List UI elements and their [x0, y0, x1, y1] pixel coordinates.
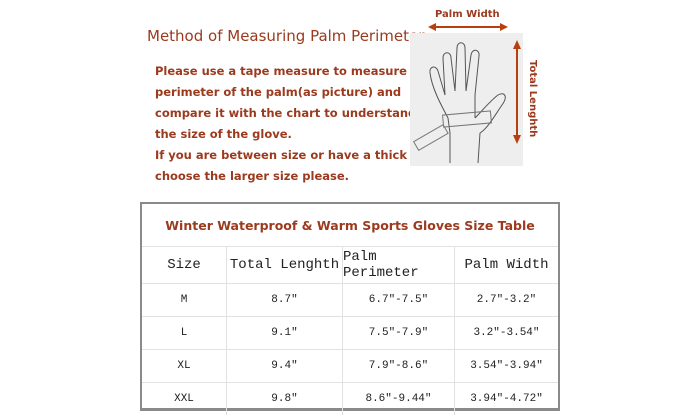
header-cell: Size: [167, 257, 201, 273]
hand-icon: [412, 42, 506, 164]
instruction-line: If you are between size or have a thick …: [155, 148, 448, 162]
table-cell: 9.8″: [226, 383, 342, 415]
instruction-line: choose the larger size please.: [155, 169, 350, 183]
size-table: Winter Waterproof & Warm Sports Gloves S…: [140, 202, 560, 415]
table-row: L 9.1″ 7.5″-7.9″ 3.2″-3.54″: [142, 316, 558, 349]
instruction-line: perimeter of the palm(as picture) and: [155, 85, 402, 99]
header-cell: Total Lenghth: [226, 247, 342, 283]
instructions: Please use a tape measure to measure the…: [155, 61, 447, 187]
table-cell: 3.54″-3.94″: [454, 350, 558, 382]
page-title: Method of Measuring Palm Perimeter: [147, 27, 425, 45]
table-cell: 7.5″-7.9″: [342, 317, 454, 349]
table-cell: 3.94″-4.72″: [454, 383, 558, 415]
table-cell: 3.2″-3.54″: [454, 317, 558, 349]
header-cell: Palm Width: [454, 247, 558, 283]
table-cell: XL: [177, 360, 191, 372]
palm-width-arrow-icon: [428, 23, 508, 31]
hand-measurement-illustration: [410, 33, 523, 166]
table-row: XL 9.4″ 7.9″-8.6″ 3.54″-3.94″: [142, 349, 558, 382]
instruction-line: compare it with the chart to understand: [155, 106, 417, 120]
table-cell: 8.6″-9.44″: [342, 383, 454, 415]
table-header-row: Size Total Lenghth Palm Perimeter Palm W…: [142, 246, 558, 283]
table-cell: XXL: [174, 393, 194, 405]
header-cell: Palm Perimeter: [342, 247, 454, 283]
table-cell: M: [180, 294, 188, 306]
table-cell: 2.7″-3.2″: [454, 284, 558, 316]
table-cell: 7.9″-8.6″: [342, 350, 454, 382]
instruction-line: Please use a tape measure to measure the: [155, 64, 433, 78]
table-cell: L: [180, 327, 188, 339]
palm-width-label: Palm Width: [435, 9, 500, 20]
table-cell: 9.4″: [226, 350, 342, 382]
table-cell: 8.7″: [226, 284, 342, 316]
total-length-label: Total Lenghth: [527, 60, 538, 138]
table-row: M 8.7″ 6.7″-7.5″ 2.7″-3.2″: [142, 283, 558, 316]
instruction-line: the size of the glove.: [155, 127, 292, 141]
table-caption: Winter Waterproof & Warm Sports Gloves S…: [165, 217, 535, 233]
table-cell: 9.1″: [226, 317, 342, 349]
table-cell: 6.7″-7.5″: [342, 284, 454, 316]
total-length-arrow-icon: [513, 40, 521, 144]
table-row: XXL 9.8″ 8.6″-9.44″ 3.94″-4.72″: [142, 382, 558, 415]
